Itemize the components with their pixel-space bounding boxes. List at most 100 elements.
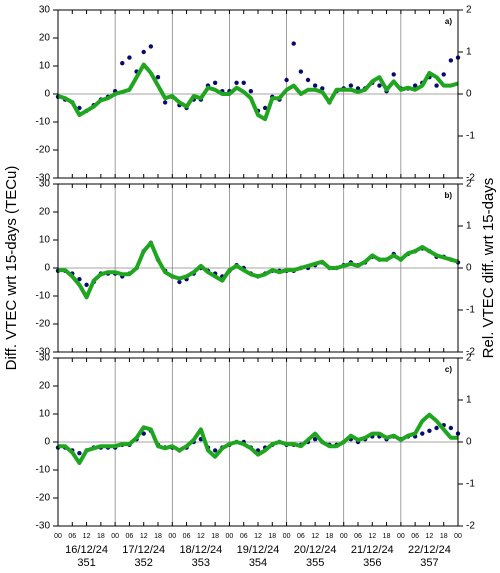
data-point: [141, 49, 146, 55]
x-tick-label: 06: [297, 533, 305, 540]
x-tick-label: 00: [397, 533, 405, 540]
y-tick-label: 20: [39, 33, 51, 44]
data-point: [448, 425, 454, 431]
data-point: [212, 80, 218, 86]
x-tick-label: 12: [140, 533, 148, 540]
y-tick-label: 20: [39, 381, 51, 392]
y2-tick-label: -2: [466, 173, 475, 184]
data-point: [377, 83, 382, 88]
x-tick-label: 00: [454, 533, 462, 540]
y2-tick-label: -2: [466, 347, 475, 358]
data-line: [57, 62, 459, 122]
data-point: [348, 83, 354, 88]
x-tick-label: 00: [283, 533, 291, 540]
doy-label: 352: [135, 557, 153, 568]
y-tick-label: 10: [39, 235, 51, 246]
data-point: [441, 72, 446, 77]
y2-tick-label: -1: [466, 305, 475, 316]
x-tick-label: 12: [426, 533, 434, 540]
data-point: [391, 72, 396, 77]
x-tick-label: 00: [54, 533, 62, 540]
y2-tick-label: 0: [466, 263, 472, 274]
doy-label: 357: [420, 557, 438, 568]
y-tick-label: 10: [39, 409, 51, 420]
y-tick-label: 30: [39, 179, 51, 190]
data-point: [141, 431, 146, 436]
x-tick-label: 06: [183, 533, 191, 540]
data-line: [58, 412, 458, 465]
data-point: [448, 58, 454, 63]
y2-tick-label: 1: [466, 221, 472, 232]
day-label: 20/12/24: [294, 544, 337, 556]
y-tick-label: -30: [36, 347, 51, 358]
x-tick-label: 18: [154, 533, 162, 540]
y2-tick-label: 0: [466, 89, 472, 100]
x-tick-label: 18: [97, 533, 105, 540]
doy-label: 351: [77, 557, 95, 568]
plot-frame: [57, 357, 459, 527]
data-point: [284, 77, 289, 83]
x-tick-label: 18: [383, 533, 391, 540]
data-point: [127, 55, 132, 60]
y-tick-label: 30: [39, 353, 51, 364]
day-label: 21/12/24: [351, 544, 394, 556]
data-point: [241, 80, 246, 86]
x-tick-label: 00: [168, 533, 176, 540]
data-point: [120, 61, 125, 66]
doy-label: 353: [192, 557, 210, 568]
day-label: 17/12/24: [122, 544, 165, 556]
panel-label: a): [445, 17, 452, 26]
y2-tick-label: 1: [466, 47, 472, 58]
y-tick-label: -10: [36, 465, 51, 476]
day-label: 18/12/24: [179, 544, 222, 556]
doy-label: 354: [249, 557, 267, 568]
data-point: [248, 89, 254, 94]
y-tick-label: -20: [36, 145, 51, 156]
doy-label: 356: [363, 557, 381, 568]
y2-tick-label: 2: [466, 5, 472, 16]
y-tick-label: -10: [36, 291, 51, 302]
data-point: [420, 431, 425, 436]
day-label: 19/12/24: [237, 544, 280, 556]
x-tick-label: 12: [311, 533, 319, 540]
y-tick-label: -10: [36, 117, 51, 128]
x-tick-label: 06: [68, 533, 76, 540]
data-point: [434, 83, 439, 88]
data-point: [298, 69, 304, 74]
data-point: [291, 41, 296, 46]
x-tick-label: 12: [368, 533, 376, 540]
y-tick-label: 20: [39, 207, 51, 218]
x-tick-label: 00: [226, 533, 234, 540]
data-line: [58, 240, 459, 300]
y2-axis-label: Rel. VTEC diff. wrt 15-days: [480, 178, 497, 359]
data-point: [77, 277, 82, 282]
x-tick-label: 18: [440, 533, 448, 540]
x-tick-label: 12: [83, 533, 91, 540]
plot-frame: [57, 9, 459, 179]
y2-tick-label: -1: [466, 131, 475, 142]
data-point: [312, 437, 318, 442]
data-point: [427, 428, 432, 433]
data-point: [84, 282, 89, 287]
y-tick-label: -30: [36, 173, 51, 184]
y-tick-label: 0: [44, 89, 50, 100]
y-tick-label: -30: [36, 521, 51, 532]
y2-tick-label: 1: [466, 395, 472, 406]
y2-tick-label: -1: [466, 479, 475, 490]
data-point: [234, 80, 239, 86]
y-tick-label: -20: [36, 319, 51, 330]
data-point: [312, 83, 318, 88]
data-point: [177, 279, 182, 285]
day-label: 16/12/24: [65, 544, 108, 556]
y-tick-label: 0: [44, 263, 50, 274]
x-tick-label: 12: [197, 533, 205, 540]
y-tick-label: -20: [36, 493, 51, 504]
x-tick-label: 12: [254, 533, 262, 540]
x-tick-label: 06: [126, 533, 134, 540]
y-tick-label: 30: [39, 5, 51, 16]
doy-label: 355: [306, 557, 324, 568]
y2-tick-label: 2: [466, 353, 472, 364]
data-point: [212, 448, 218, 453]
x-tick-label: 00: [111, 533, 119, 540]
